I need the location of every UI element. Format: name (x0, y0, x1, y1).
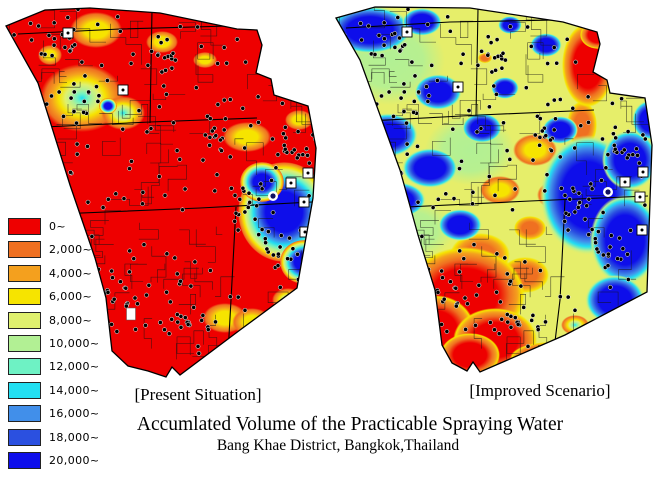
legend-label: 20,000~ (49, 453, 100, 467)
subdistrict-boundary-lines (345, 8, 649, 351)
legend-item: 6,000~ (8, 288, 100, 306)
caption-present-situation: [Present Situation] (134, 385, 262, 404)
district-boundary (5, 7, 317, 378)
legend-label: 16,000~ (49, 407, 100, 421)
legend-label: 6,000~ (49, 290, 93, 304)
legend-item: 18,000~ (8, 428, 100, 446)
legend-color-swatch (8, 451, 41, 469)
legend-label: 2,000~ (49, 243, 93, 257)
legend-label: 10,000~ (49, 336, 100, 350)
map-improved-scenario (335, 6, 653, 373)
legend-item: 20,000~ (8, 451, 100, 469)
legend-item: 8,000~ (8, 311, 100, 329)
legend-color-swatch (8, 358, 41, 376)
legend-item: 12,000~ (8, 358, 100, 376)
figure-title: Accumlated Volume of the Practicable Spr… (136, 414, 564, 435)
legend-item: 4,000~ (8, 264, 100, 282)
legend-item: 10,000~ (8, 334, 100, 352)
legend-item: 0~ (8, 218, 100, 235)
facility-marker (126, 307, 136, 321)
legend-color-swatch (8, 405, 41, 423)
legend-color-swatch (8, 241, 41, 259)
legend-label: 8,000~ (49, 313, 93, 327)
legend-label: 0~ (49, 220, 67, 233)
legend-color-swatch (8, 218, 41, 235)
map-present-situation (5, 7, 317, 378)
legend-color-swatch (8, 381, 41, 399)
legend-label: 14,000~ (49, 383, 100, 397)
legend-color-swatch (8, 334, 41, 352)
legend-label: 4,000~ (49, 266, 93, 280)
figure-subtitle: Bang Khae District, Bangkok,Thailand (216, 437, 460, 454)
station-markers (62, 27, 314, 321)
district-boundary (335, 6, 653, 373)
legend-color-swatch (8, 288, 41, 306)
caption-improved-scenario: [Improved Scenario] (469, 381, 611, 400)
legend-item: 2,000~ (8, 241, 100, 259)
legend: 0~ 2,000~ 4,000~ 6,000~ 8,000~ 10,000~ 12,000~… (8, 218, 100, 475)
improved-scenario-field (336, 7, 652, 372)
legend-label: 12,000~ (49, 360, 100, 374)
legend-item: 14,000~ (8, 381, 100, 399)
legend-item: 16,000~ (8, 405, 100, 423)
legend-color-swatch (8, 264, 41, 282)
legend-color-swatch (8, 428, 41, 446)
facility-marker (427, 295, 437, 309)
legend-color-swatch (8, 311, 41, 329)
legend-label: 18,000~ (49, 430, 100, 444)
